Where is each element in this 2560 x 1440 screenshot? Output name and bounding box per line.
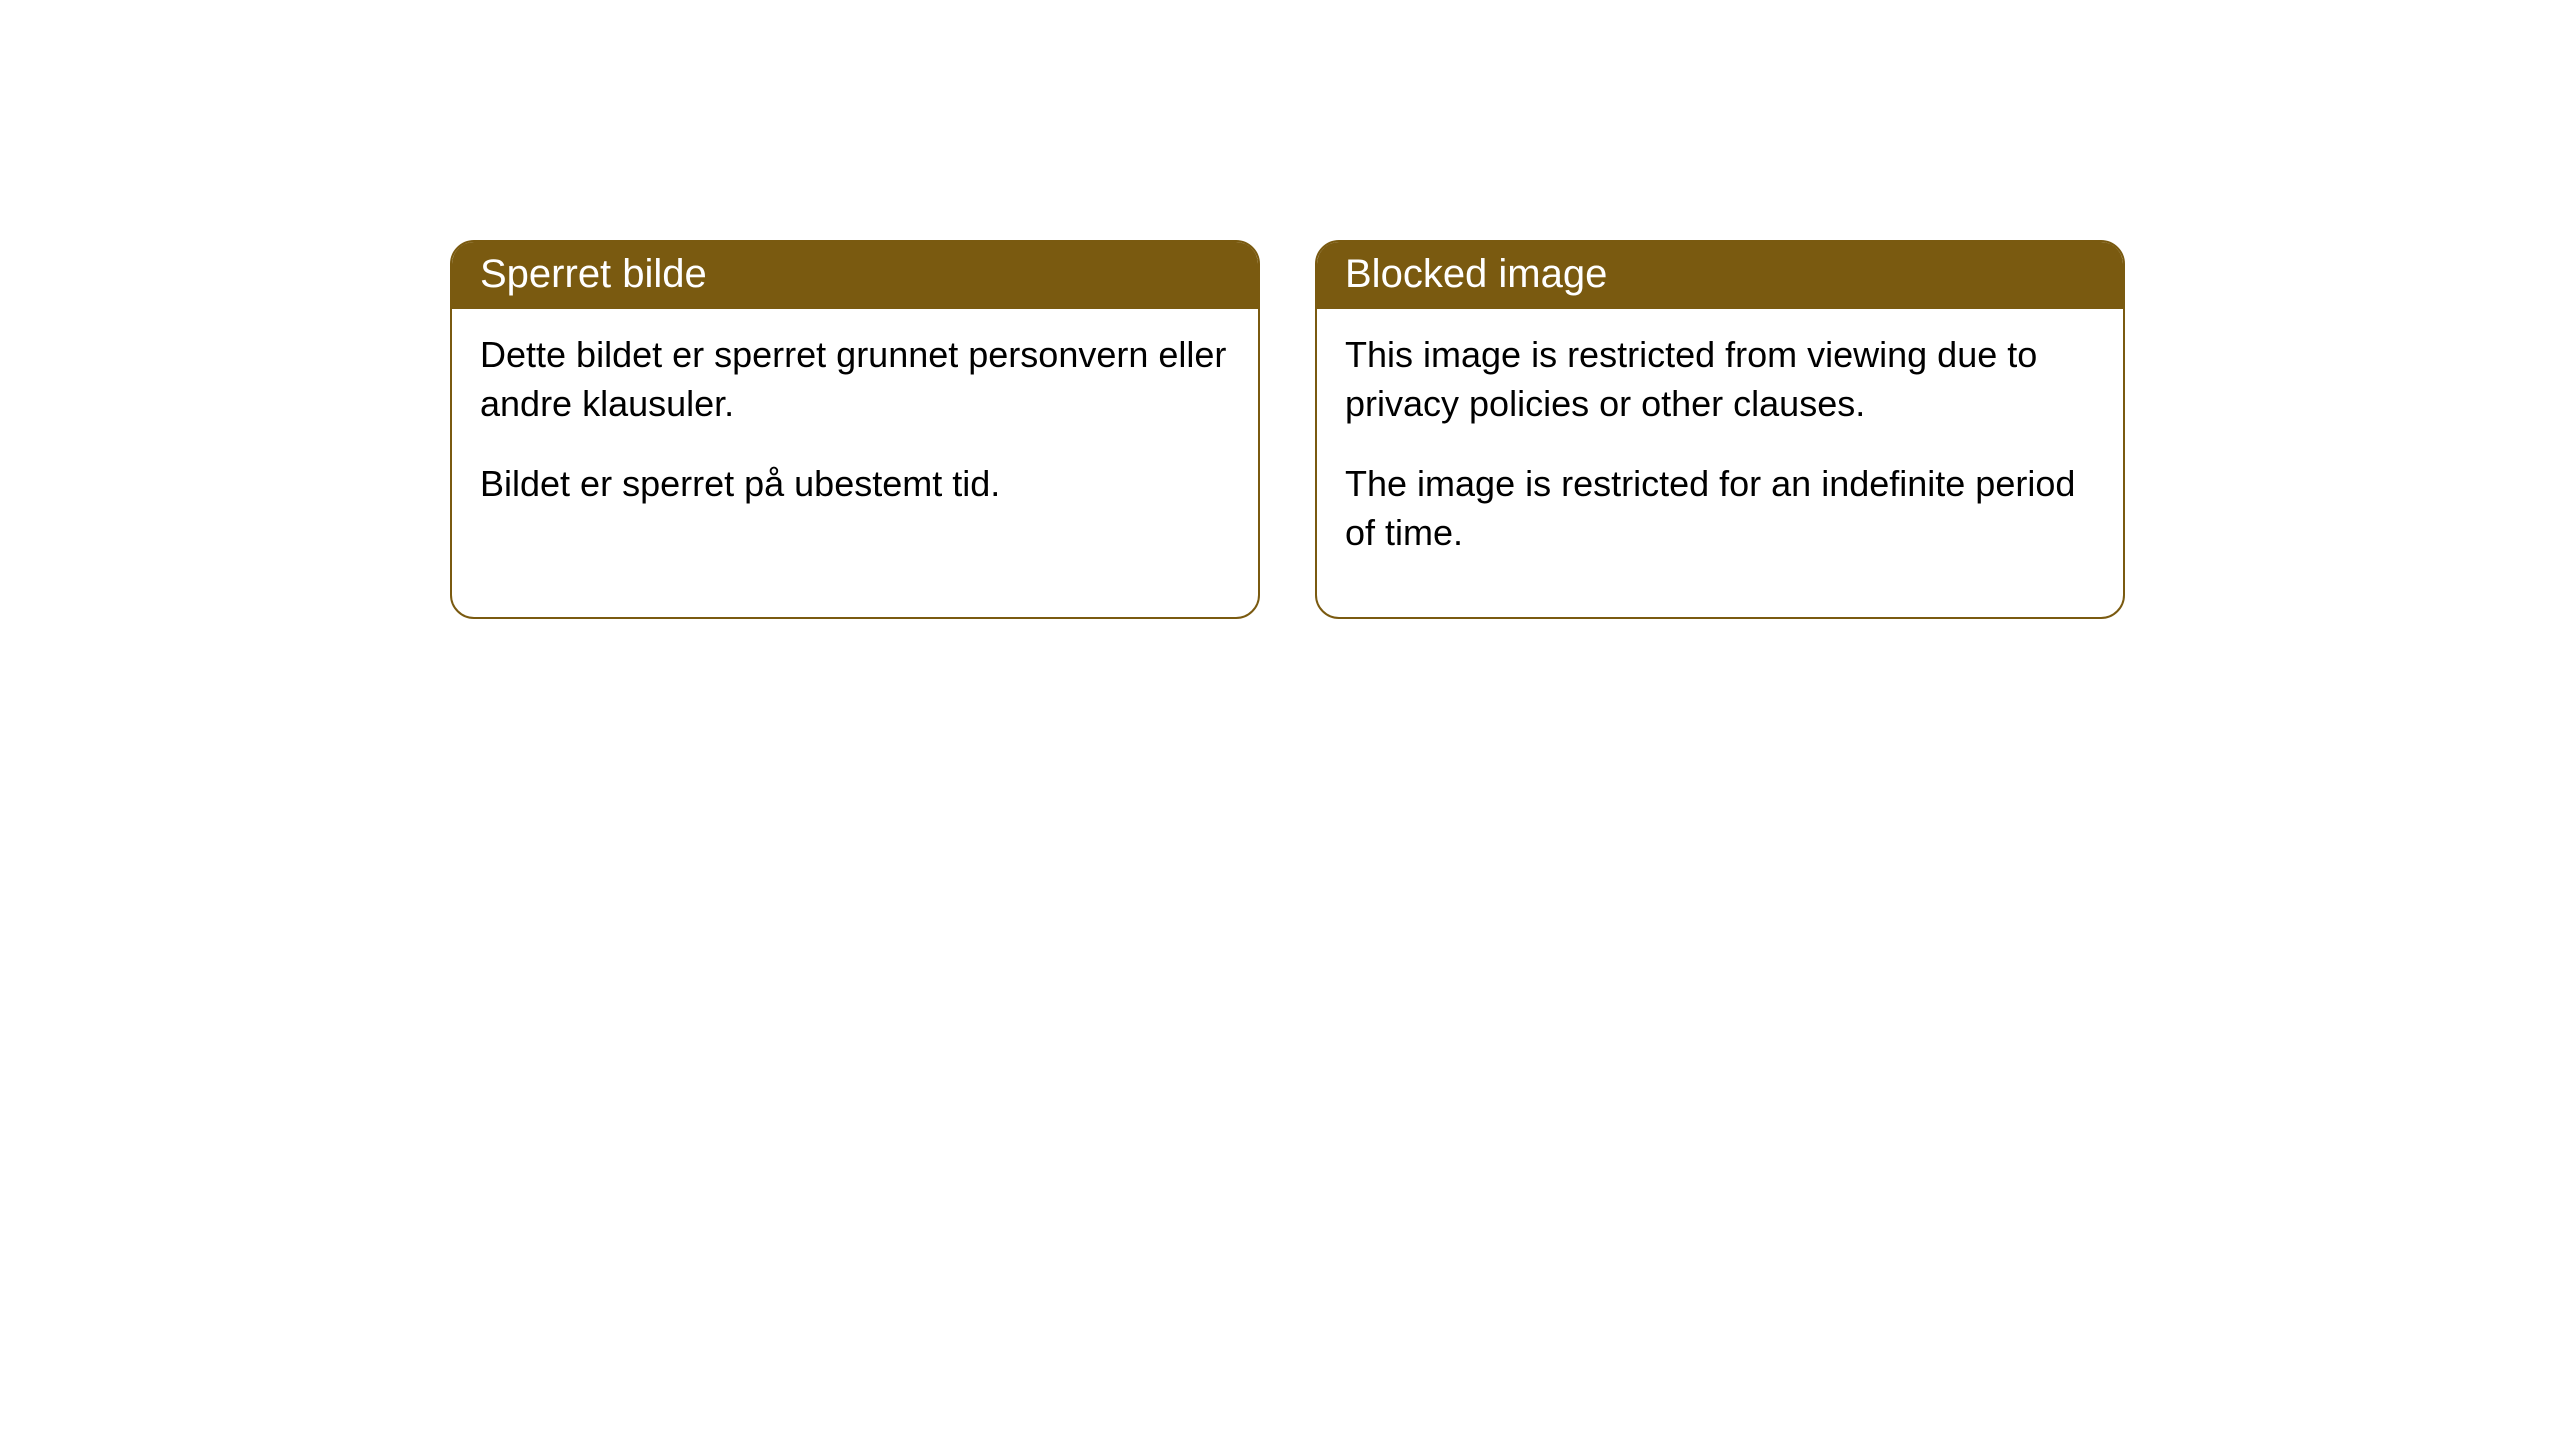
cards-container: Sperret bilde Dette bildet er sperret gr…	[0, 0, 2560, 619]
card-paragraph: The image is restricted for an indefinit…	[1345, 460, 2095, 557]
card-header-norwegian: Sperret bilde	[452, 242, 1258, 309]
card-paragraph: This image is restricted from viewing du…	[1345, 331, 2095, 428]
card-header-english: Blocked image	[1317, 242, 2123, 309]
blocked-image-card-norwegian: Sperret bilde Dette bildet er sperret gr…	[450, 240, 1260, 619]
card-body-english: This image is restricted from viewing du…	[1317, 309, 2123, 617]
card-body-norwegian: Dette bildet er sperret grunnet personve…	[452, 309, 1258, 569]
card-paragraph: Bildet er sperret på ubestemt tid.	[480, 460, 1230, 509]
card-paragraph: Dette bildet er sperret grunnet personve…	[480, 331, 1230, 428]
blocked-image-card-english: Blocked image This image is restricted f…	[1315, 240, 2125, 619]
